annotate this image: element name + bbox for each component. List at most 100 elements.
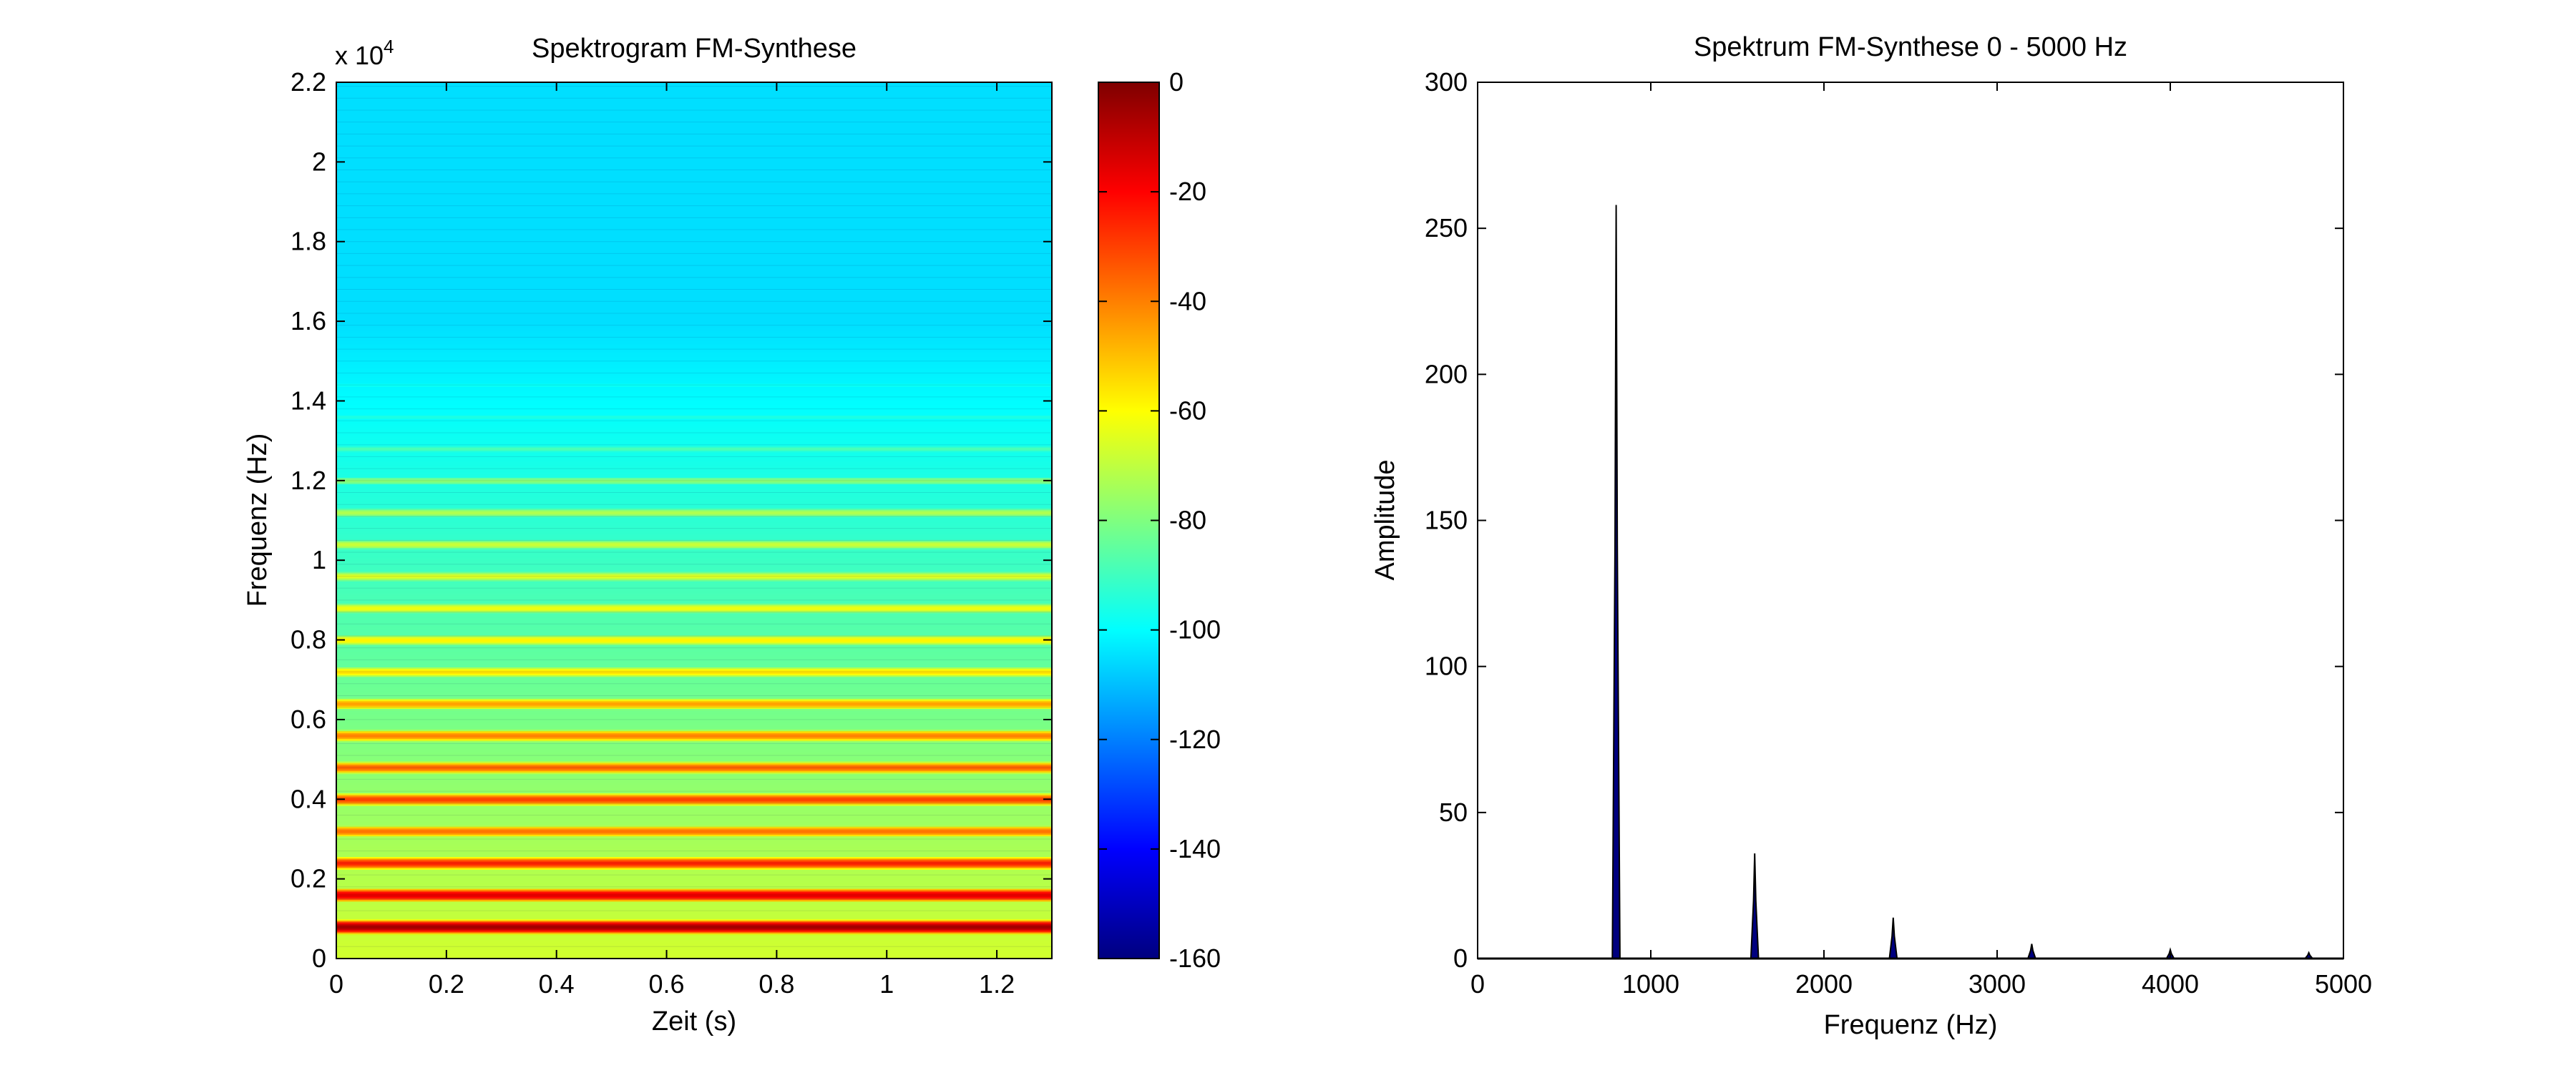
spectrogram-band (336, 649, 1052, 652)
spectrogram-band (336, 123, 1052, 126)
spectrogram-band (336, 939, 1052, 942)
spectrogram-band (336, 98, 1052, 101)
spectrogram-band (336, 504, 1052, 507)
spectrogram-band (336, 356, 1052, 358)
spectrogram-band (336, 361, 1052, 363)
spectrogram-band (336, 788, 1052, 790)
spectrogram-band (336, 115, 1052, 118)
spectrogram-band (336, 738, 1052, 741)
spectrogram-band (336, 538, 1052, 540)
spectrogram-band (336, 472, 1052, 475)
spectrogram-band (336, 107, 1052, 110)
spectrogram-band (336, 638, 1052, 641)
spectrogram-band (336, 216, 1052, 218)
spectrogram-band (336, 372, 1052, 375)
spectrogram-band (336, 332, 1052, 335)
spectrogram-chart: Spektrogram FM-Synthese 0 0.2 0.4 0.6 0.8 1 1.… (243, 34, 1053, 1037)
spectrogram-band (336, 233, 1052, 236)
spectrogram-band (336, 950, 1052, 953)
spectrogram-band (336, 795, 1052, 798)
spectrogram-band (336, 385, 1052, 388)
spectrogram-band (336, 689, 1052, 692)
spectrogram-band (336, 434, 1052, 437)
spectrogram-band (336, 716, 1052, 719)
spectrogram-band (336, 606, 1052, 609)
spectrogram-band (336, 278, 1052, 280)
spectrogram-band (336, 768, 1052, 771)
colorbar-tick-label: 0 (1169, 67, 1184, 97)
spectrogram-band (336, 461, 1052, 464)
spectrogram-band (336, 941, 1052, 944)
spectrogram-band (336, 436, 1052, 438)
spectrogram-band (336, 268, 1052, 271)
spectrogram-band (336, 549, 1052, 552)
spectrogram-x-tick-label: 0.4 (539, 969, 575, 999)
spectrogram-band (336, 106, 1052, 109)
spectrogram-band (336, 429, 1052, 432)
spectrogram-band (336, 523, 1052, 526)
spectrogram-band (336, 770, 1052, 773)
spectrogram-x-ticks: 0 0.2 0.4 0.6 0.8 1 1.2 (329, 82, 1015, 999)
spectrogram-band (336, 315, 1052, 318)
spectrogram-band (336, 281, 1052, 284)
spectrogram-band (336, 557, 1052, 559)
spectrogram-band (336, 748, 1052, 750)
spectrogram-band (336, 506, 1052, 509)
spectrogram-band (336, 678, 1052, 680)
spectrogram-band (336, 555, 1052, 558)
spectrogram-band (336, 512, 1052, 515)
spectrogram-band (336, 345, 1052, 348)
spectrogram-band (336, 195, 1052, 197)
spectrogram-title: Spektrogram FM-Synthese (532, 34, 857, 64)
spectrogram-band (336, 931, 1052, 934)
spectrogram-band (336, 558, 1052, 561)
spectrogram-band (336, 486, 1052, 489)
spectrogram-band (336, 485, 1052, 488)
spectrogram-band (336, 507, 1052, 510)
spectrogram-y-tick-label: 0.6 (291, 705, 326, 734)
spectrogram-band (336, 318, 1052, 320)
spectrogram-band (336, 926, 1052, 929)
spectrogram-band (336, 528, 1052, 531)
spectrogram-band (336, 254, 1052, 257)
spectrogram-band (336, 697, 1052, 700)
spectrogram-band (336, 944, 1052, 946)
spectrogram-band (336, 219, 1052, 222)
spectrogram-band (336, 643, 1052, 645)
spectrogram-band (336, 698, 1052, 701)
spectrogram-band (336, 311, 1052, 314)
spectrogram-band (336, 896, 1052, 898)
spectrogram-band (336, 134, 1052, 137)
spectrogram-band (336, 882, 1052, 884)
spectrogram-band (336, 211, 1052, 214)
spectrogram-band (336, 536, 1052, 539)
spectrogram-band (336, 348, 1052, 351)
spectrogram-band (336, 595, 1052, 598)
spectrogram-band (336, 901, 1052, 903)
spectrogram-band (336, 437, 1052, 440)
spectrogram-band (336, 94, 1052, 97)
spectrogram-band (336, 912, 1052, 915)
spectrogram-band (336, 705, 1052, 707)
spectrogram-band (336, 692, 1052, 695)
spectrogram-band (336, 700, 1052, 703)
spectrogram-band (336, 624, 1052, 627)
spectrogram-band (336, 589, 1052, 592)
spectrogram-band (336, 735, 1052, 738)
spectrogram-band (336, 503, 1052, 505)
spectrogram-band (336, 259, 1052, 262)
spectrogram-band (336, 493, 1052, 496)
spectrogram-band (336, 823, 1052, 825)
spectrogram-band (336, 484, 1052, 486)
spectrogram-band (336, 531, 1052, 534)
spectrogram-band (336, 888, 1052, 891)
spectrogram-band (336, 189, 1052, 192)
spectrogram-band (336, 491, 1052, 494)
spectrogram-band (336, 936, 1052, 939)
spectrogram-band (336, 831, 1052, 833)
spectrogram-band (336, 745, 1052, 748)
spectrogram-band (336, 168, 1052, 171)
spectrogram-band (336, 402, 1052, 405)
spectrogram-band (336, 554, 1052, 557)
spectrogram-band (336, 659, 1052, 662)
